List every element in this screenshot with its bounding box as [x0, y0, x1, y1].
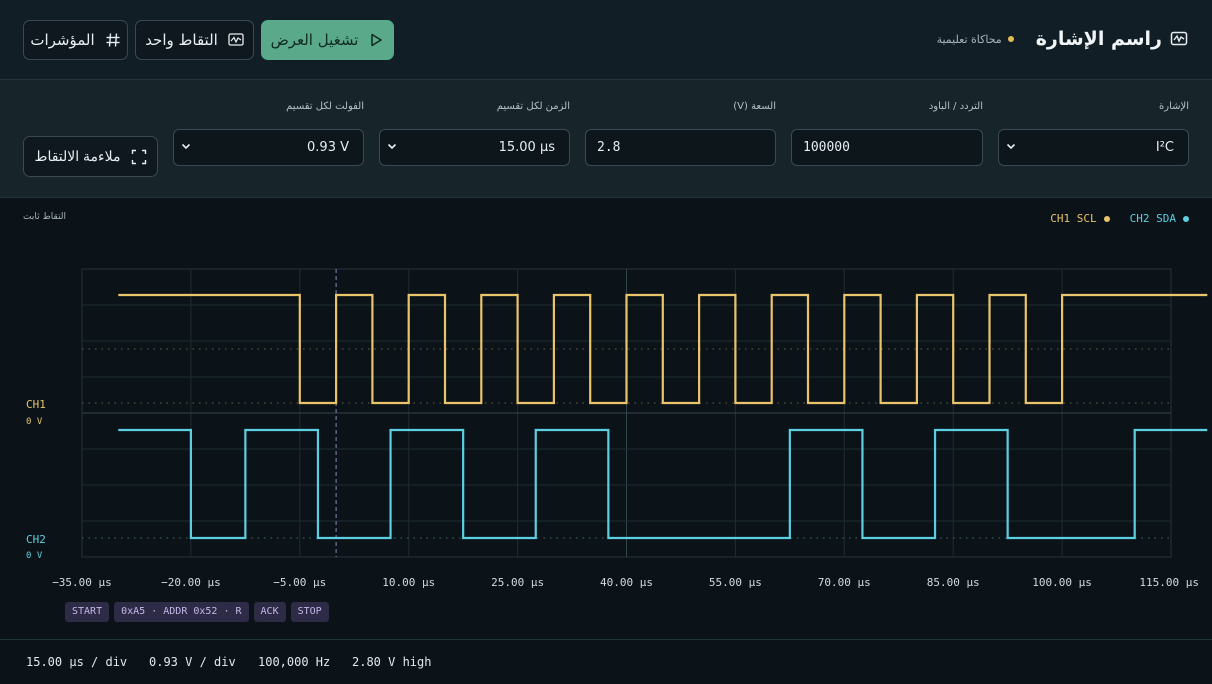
status-volt-div: 0.93 V / div [149, 655, 236, 669]
legend-ch2-label: CH2 SDA [1129, 212, 1176, 225]
volt-div-select[interactable]: 0.93 V [173, 129, 364, 166]
cursors-button[interactable]: المؤشرات [23, 20, 128, 60]
decode-tag: START [65, 602, 110, 622]
x-tick-label: 10.00 µs [382, 576, 435, 589]
single-capture-button[interactable]: التقاط واحد [135, 20, 254, 60]
ch1-label: CH1 [26, 398, 46, 411]
controls-panel: الإشارة I²C التردد / الباود 100000 السعة… [0, 80, 1212, 198]
legend-ch1: CH1 SCL [1050, 212, 1110, 225]
x-tick-label: 25.00 µs [491, 576, 544, 589]
status-dot [1007, 36, 1014, 42]
ch2-label: CH2 [26, 533, 46, 546]
time-div-select[interactable]: 15.00 µs [379, 129, 570, 166]
ch2-offset: 0 V [26, 551, 43, 561]
legend-ch1-dot [1103, 215, 1110, 222]
amplitude-value: 2.8 [597, 140, 621, 155]
channel-legend: CH2 SDA CH1 SCL [1050, 212, 1189, 225]
fit-capture-button[interactable]: ملاءمة الالتقاط [23, 136, 158, 177]
chevron-down-icon [180, 140, 192, 152]
status-time-div: 15.00 µs / div [26, 655, 128, 669]
decode-tag: ACK [253, 602, 286, 622]
cursors-label: المؤشرات [30, 31, 95, 49]
status-bar: 15.00 µs / div 0.93 V / div 100,000 Hz 2… [0, 639, 1212, 684]
play-icon [368, 32, 384, 48]
chevron-down-icon [1005, 140, 1017, 152]
brand: راسم الإشارة محاكاة تعليمية [937, 28, 1188, 50]
signal-select[interactable]: I²C [998, 129, 1189, 166]
app-subtitle: محاكاة تعليمية [936, 32, 1002, 46]
fit-capture-label: ملاءمة الالتقاط [34, 148, 121, 164]
signal-value: I²C [1155, 140, 1174, 155]
x-tick-label: 70.00 µs [818, 576, 871, 589]
time-div-value: 15.00 µs [498, 140, 555, 155]
signal-label: الإشارة [1159, 101, 1189, 112]
protocol-decode-bar: START 0xA5 · ADDR 0x52 · R ACK STOP [65, 602, 334, 622]
monitor-wave-icon [228, 32, 244, 48]
app-title: راسم الإشارة [1035, 28, 1162, 50]
status-frequency: 100,000 Hz [258, 655, 331, 669]
time-div-label: الزمن لكل تقسيم [496, 101, 570, 112]
ch1-offset: 0 V [26, 417, 43, 427]
decode-tag: 0xA5 · ADDR 0x52 · R [114, 602, 249, 622]
run-button-label: تشغيل العرض [270, 31, 359, 49]
hash-icon [105, 32, 121, 48]
x-tick-label: 100.00 µs [1032, 576, 1092, 589]
ch1-scl-trace [118, 293, 1208, 405]
frequency-input[interactable]: 100000 [791, 129, 983, 166]
x-tick-label: −5.00 µs [273, 576, 326, 589]
x-tick-label: −20.00 µs [161, 576, 221, 589]
legend-ch2-dot [1183, 215, 1189, 222]
run-button[interactable]: تشغيل العرض [261, 20, 394, 60]
x-tick-label: 40.00 µs [600, 576, 653, 589]
legend-ch1-label: CH1 SCL [1050, 212, 1097, 225]
volt-div-label: الفولت لكل تقسيم [286, 101, 364, 112]
capture-state: التقاط ثابت [23, 212, 67, 222]
x-tick-label: 55.00 µs [709, 576, 762, 589]
amplitude-input[interactable]: 2.8 [585, 129, 776, 166]
scope-icon [1170, 30, 1188, 48]
x-tick-label: 85.00 µs [927, 576, 980, 589]
frequency-label: التردد / الباود [928, 101, 983, 112]
legend-ch2: CH2 SDA [1130, 212, 1189, 225]
chevron-down-icon [386, 140, 398, 152]
status-high-level: 2.80 V high [352, 655, 432, 669]
single-capture-label: التقاط واحد [145, 31, 218, 49]
volt-div-value: 0.93 V [307, 140, 349, 155]
ch2-sda-trace [118, 428, 1208, 540]
x-tick-label: 115.00 µs [1139, 576, 1199, 589]
app-header: راسم الإشارة محاكاة تعليمية تشغيل العرض … [0, 0, 1212, 80]
x-tick-label: −35.00 µs [52, 576, 112, 589]
amplitude-label: السعة (V) [733, 101, 776, 112]
decode-tag: STOP [290, 602, 329, 622]
fit-frame-icon [131, 149, 147, 165]
scope-display[interactable]: CH1 0 V CH2 0 V −35.00 µs −20.00 µs −5.00 µs 10… [0, 230, 1212, 600]
frequency-value: 100000 [803, 140, 850, 155]
